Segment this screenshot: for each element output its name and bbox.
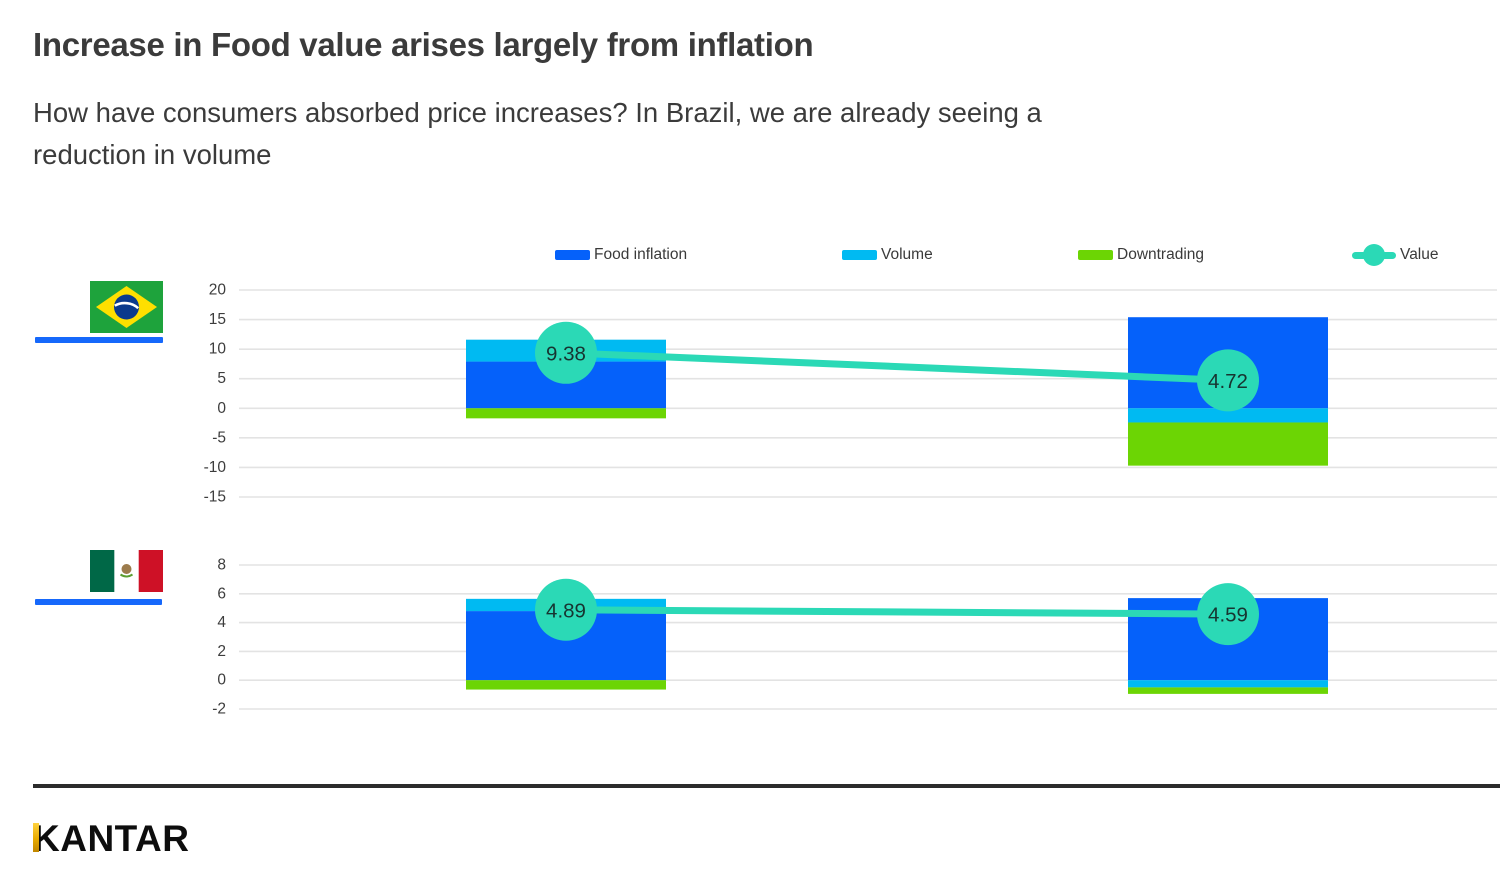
value-line <box>562 606 1232 618</box>
mexico-flag-icon <box>90 550 163 592</box>
y-tick-label: -10 <box>204 459 227 476</box>
page-subtitle-line-1: How have consumers absorbed price increa… <box>33 97 1042 128</box>
bar-segment-downtrading <box>466 680 666 690</box>
bar-segment-downtrading <box>1128 422 1328 466</box>
value-marker <box>1197 583 1259 646</box>
legend-item-value: Value <box>1352 244 1439 266</box>
legend-label: Food inflation <box>594 246 688 263</box>
bar-segment-volume <box>1128 408 1328 423</box>
brazil-flag-underline <box>35 337 163 343</box>
value-line-marker-icon <box>1352 244 1396 266</box>
legend-label: Value <box>1400 246 1439 263</box>
bar-segment-downtrading <box>1128 687 1328 694</box>
brazil-flag-icon <box>90 281 163 333</box>
legend-item-volume: Volume <box>842 244 933 266</box>
y-tick-label: -5 <box>212 429 226 446</box>
value-marker <box>1197 349 1259 412</box>
y-tick-label: 2 <box>217 643 226 660</box>
legend-label: Volume <box>881 246 933 263</box>
mexico-chart: 8 6 4 2 0 -2 4.89 4.59 <box>212 557 1497 718</box>
value-marker <box>535 578 597 641</box>
value-label: 4.72 <box>1208 370 1248 393</box>
bar-segment-downtrading <box>466 408 666 419</box>
y-tick-label: 0 <box>217 400 226 417</box>
value-marker <box>535 321 597 384</box>
page-title: Increase in Food value arises largely fr… <box>33 26 814 63</box>
value-label: 4.89 <box>546 599 586 622</box>
legend-label: Downtrading <box>1117 246 1205 263</box>
brazil-chart: 20 15 10 5 0 -5 -10 -15 9.38 4.72 <box>204 282 1497 506</box>
y-tick-label: 0 <box>217 672 226 689</box>
y-tick-label: 6 <box>217 585 226 602</box>
y-tick-label: -15 <box>204 489 226 506</box>
y-tick-label: 5 <box>217 370 226 387</box>
legend-item-downtrading: Downtrading <box>1078 244 1204 266</box>
food-inflation-swatch-icon <box>555 250 590 260</box>
volume-swatch-icon <box>842 250 877 260</box>
value-label: 4.59 <box>1208 604 1248 627</box>
kantar-logo-text: KANTAR <box>33 818 190 859</box>
y-tick-label: 8 <box>217 557 226 574</box>
value-label: 9.38 <box>546 342 586 365</box>
y-tick-label: 20 <box>209 282 227 299</box>
page-subtitle-line-2: reduction in volume <box>33 139 272 170</box>
mexico-flag-underline <box>35 599 162 605</box>
legend-item-food-inflation: Food inflation <box>555 244 687 266</box>
y-tick-label: 10 <box>209 341 227 358</box>
y-tick-label: 4 <box>217 614 226 631</box>
y-tick-label: 15 <box>209 311 226 328</box>
downtrading-swatch-icon <box>1078 250 1113 260</box>
footer-divider <box>33 784 1500 788</box>
page-subtitle: How have consumers absorbed price increa… <box>33 92 1042 176</box>
kantar-logo: KANTAR <box>33 818 189 860</box>
value-line <box>562 349 1232 384</box>
kantar-logo-gold-bar-icon <box>33 823 39 852</box>
bar-segment-volume <box>1128 680 1328 688</box>
y-tick-label: -2 <box>212 701 226 718</box>
